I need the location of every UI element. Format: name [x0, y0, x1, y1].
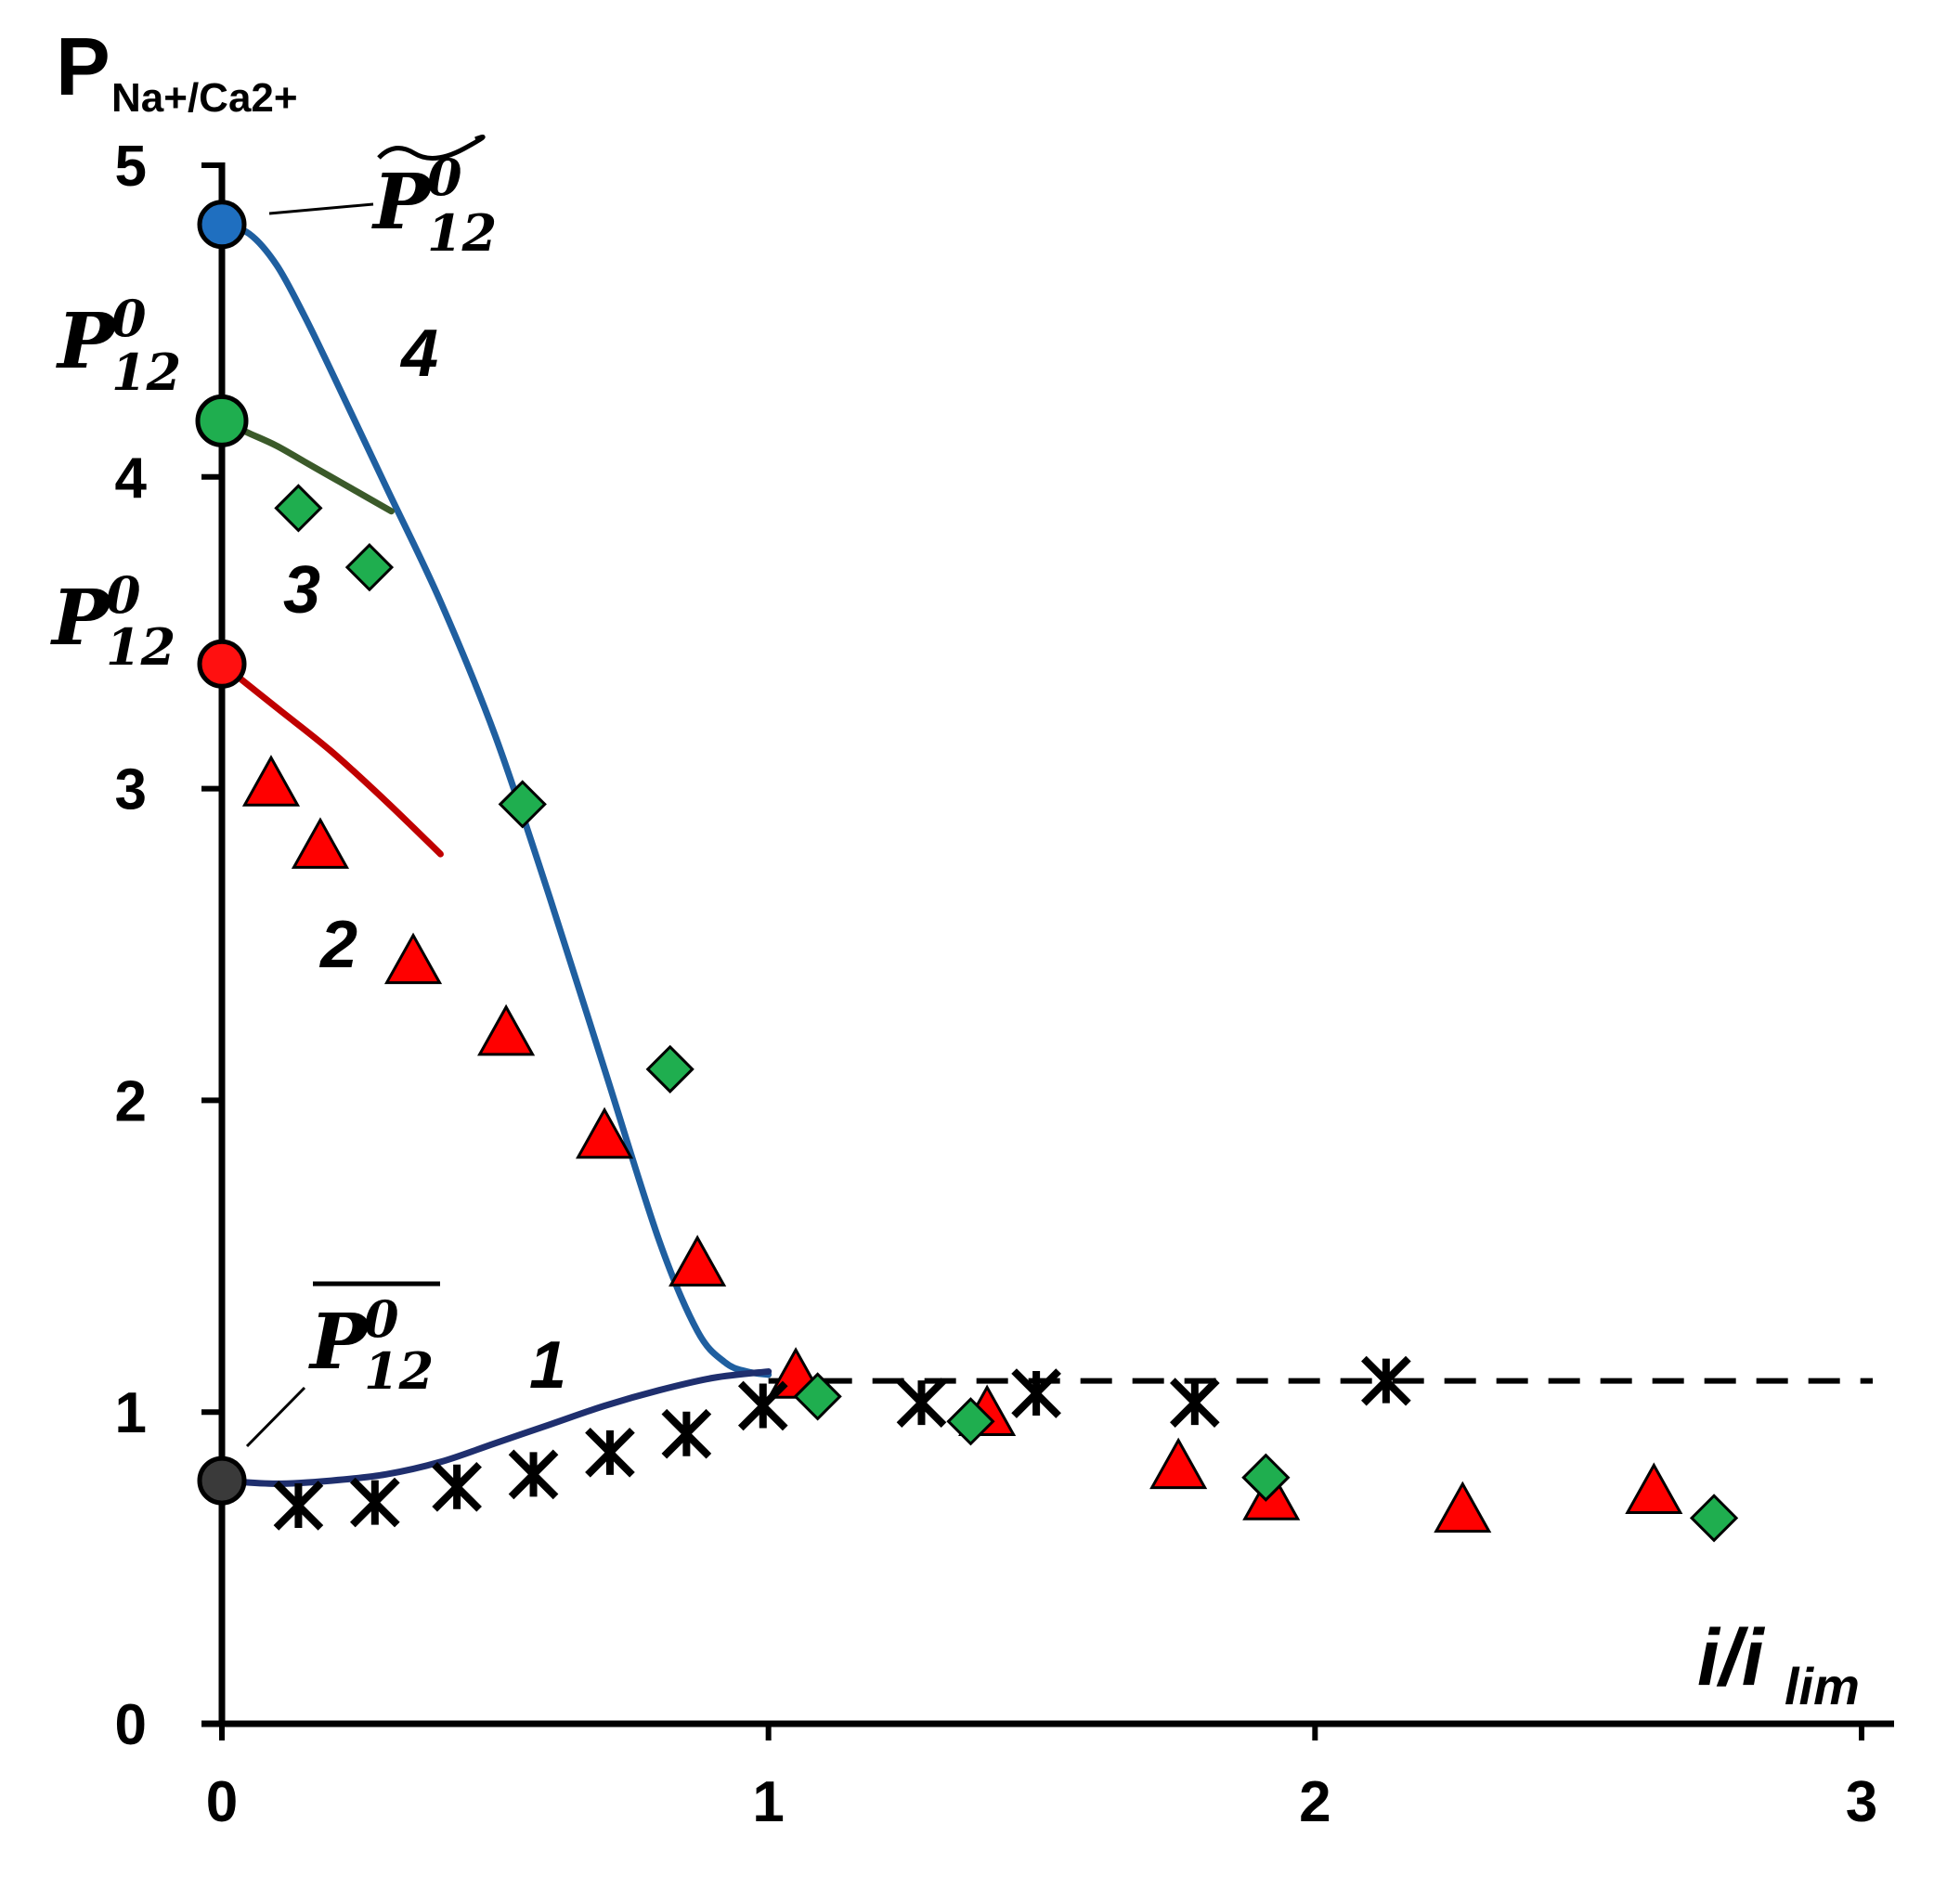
diamond-point-0: [274, 484, 323, 533]
markers-layer: [195, 200, 1739, 1543]
curve-label-3: 3: [283, 553, 320, 628]
diamond-point-1: [344, 543, 395, 592]
annotation-p-bar-sup: 0: [364, 1289, 399, 1349]
triangle-point-8: [1149, 1437, 1208, 1490]
annotation-p-tilde-leader: [268, 202, 374, 215]
star-point-4: [585, 1428, 635, 1478]
annotation-p-green-sup: 0: [111, 289, 147, 348]
annotation-p-tilde-p: P: [371, 158, 433, 247]
triangle-point-1: [291, 817, 350, 869]
star-point-8: [1011, 1368, 1061, 1418]
triangle-point-10: [1434, 1481, 1492, 1533]
y-axis-label-subscript: Na+/Ca2+: [111, 75, 298, 121]
triangle-point-2: [383, 932, 443, 985]
diamond-point-5: [946, 1397, 995, 1446]
curves-layer: [218, 221, 1873, 1487]
diamond-point-6: [1241, 1453, 1291, 1502]
x-tick-label-0: 0: [206, 1770, 238, 1834]
y-tick-label-5: 5: [115, 135, 147, 199]
annotation-p-tilde-tilde: [377, 135, 486, 161]
star-point-5: [661, 1408, 712, 1459]
annotation-p-bar-leader: [245, 1386, 306, 1448]
triangle-point-5: [668, 1235, 727, 1287]
y-tick-label-2: 2: [115, 1069, 147, 1133]
annotation-p-red-sub: 12: [106, 617, 175, 677]
x-axis-label: i/i: [1697, 1613, 1766, 1702]
curve-1: [218, 1368, 772, 1487]
curve-label-1: 1: [529, 1328, 566, 1403]
annotation-p-tilde: P 0 12: [268, 135, 497, 263]
y-tick-label-1: 1: [115, 1381, 147, 1445]
y-tick-label-0: 0: [115, 1693, 147, 1757]
annotation-p-green: P 0 12: [56, 289, 181, 402]
axis-point-dot_red: [197, 639, 247, 689]
annotation-p-bar-sub: 12: [364, 1341, 434, 1401]
star-point-2: [432, 1461, 482, 1512]
curve-label-4: 4: [399, 317, 438, 391]
curve-label-2: 2: [318, 908, 357, 982]
diamond-point-2: [498, 780, 547, 829]
annotation-p-bar-p: P: [308, 1298, 370, 1387]
annotation-p-green-sub: 12: [111, 343, 181, 402]
triangle-point-0: [241, 755, 301, 807]
annotation-p-bar: P 0 12: [245, 1281, 440, 1448]
annotation-p-tilde-sup: 0: [427, 148, 462, 207]
annotation-p-tilde-sub: 12: [427, 203, 497, 263]
star-point-9: [1169, 1378, 1220, 1428]
star-point-1: [349, 1477, 400, 1528]
y-axis-label: P: [56, 20, 110, 112]
star-point-7: [896, 1378, 947, 1428]
diamond-point-7: [1689, 1494, 1739, 1543]
star-point-10: [1361, 1355, 1411, 1406]
annotation-p-green-p: P: [56, 297, 117, 386]
diamond-point-3: [645, 1044, 694, 1093]
curve-3: [218, 417, 395, 515]
triangle-point-11: [1625, 1462, 1683, 1515]
axis-point-dot_green: [195, 394, 249, 447]
diamond-point-4: [793, 1372, 842, 1421]
x-axis-label-subscript: lim: [1785, 1657, 1860, 1715]
star-point-3: [508, 1449, 559, 1500]
y-tick-label-3: 3: [115, 758, 147, 822]
triangle-point-4: [576, 1106, 634, 1159]
x-tick-label-2: 2: [1299, 1770, 1330, 1834]
y-tick-label-4: 4: [115, 446, 148, 511]
star-point-6: [737, 1380, 788, 1431]
star-point-0: [273, 1481, 324, 1531]
curve-4: [218, 221, 772, 1378]
x-tick-label-3: 3: [1846, 1770, 1877, 1834]
x-tick-label-1: 1: [752, 1770, 784, 1834]
annotation-p-red-sup: 0: [106, 565, 141, 625]
annotation-p-red-p: P: [50, 574, 111, 663]
annotation-p-red: P 0 12: [50, 565, 175, 677]
triangle-point-3: [477, 1003, 536, 1056]
curve-2: [218, 660, 444, 858]
axis-point-dot_gray: [197, 1456, 247, 1506]
axis-point-dot_blue: [197, 200, 247, 250]
